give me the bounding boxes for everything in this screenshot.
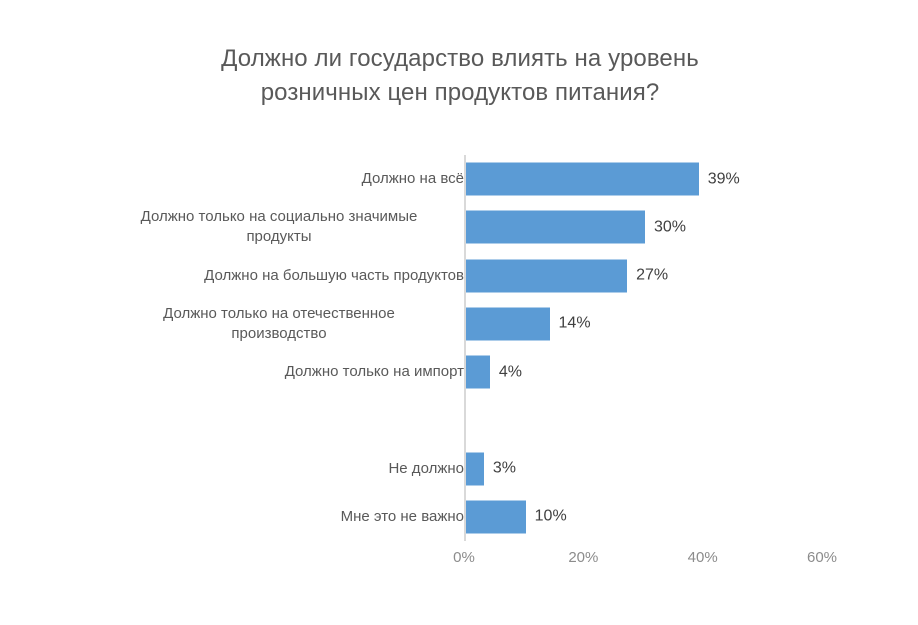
bar-row: Мне это не важно 10% xyxy=(0,493,918,541)
bar-row: Должно только на импорт 4% xyxy=(0,348,918,396)
x-axis-tick-label: 40% xyxy=(687,549,718,566)
bar-rows: Должно на всё 39% Должно только на социаль… xyxy=(0,155,918,541)
bar[interactable] xyxy=(466,452,484,486)
category-label: Мне это не важно xyxy=(340,507,464,525)
bar[interactable] xyxy=(466,307,550,341)
category-label: Должно только на социально значимые прод… xyxy=(140,208,418,246)
bar-value-label: 14% xyxy=(558,314,591,332)
bar-group: 14% xyxy=(466,307,591,341)
bar[interactable] xyxy=(466,210,645,244)
category-label: Должно только на импорт xyxy=(284,363,464,381)
bar-row: Должно только на социально значимые прод… xyxy=(0,203,918,251)
bar-row: Должно на большую часть продуктов 27% xyxy=(0,252,918,300)
chart-title: Должно ли государство влиять на уровень … xyxy=(140,42,780,110)
bar-value-label: 4% xyxy=(498,363,522,381)
bar-group: 27% xyxy=(466,259,669,293)
chart-title-line-1: Должно ли государство влиять на уровень xyxy=(221,45,699,72)
bar-row xyxy=(0,396,918,444)
bar-value-label: 10% xyxy=(534,507,567,525)
bar-value-label: 3% xyxy=(492,459,517,477)
bar[interactable] xyxy=(466,500,526,534)
category-axis-line xyxy=(464,155,466,541)
bar[interactable] xyxy=(466,162,699,196)
bar[interactable] xyxy=(466,259,628,293)
category-label: Должно только на отечественное производс… xyxy=(163,304,395,342)
x-axis-tick-label: 0% xyxy=(453,549,475,566)
category-label: Не должно xyxy=(388,459,464,477)
category-label: Должно на большую часть продуктов xyxy=(204,266,464,284)
bar-group: 4% xyxy=(466,355,522,389)
bar-group: 39% xyxy=(466,162,740,196)
bar-row: Должно на всё 39% xyxy=(0,155,918,203)
chart-title-line-2: розничных цен продуктов питания? xyxy=(260,79,660,106)
x-axis-tick-label: 20% xyxy=(568,549,599,566)
bar-row: Должно только на отечественное производс… xyxy=(0,300,918,348)
bar-value-label: 39% xyxy=(707,170,740,188)
bar-value-label: 30% xyxy=(654,218,687,236)
bar-row: Не должно 3% xyxy=(0,445,918,493)
bar-group: 10% xyxy=(466,500,567,534)
category-label: Должно на всё xyxy=(361,170,464,188)
x-axis: 0% 20% 40% 60% xyxy=(0,549,918,573)
bar-group: 30% xyxy=(466,210,687,244)
bar[interactable] xyxy=(466,355,490,389)
bar-group: 3% xyxy=(466,452,517,486)
bar-value-label: 27% xyxy=(636,266,669,284)
x-axis-tick-label: 60% xyxy=(806,549,838,566)
